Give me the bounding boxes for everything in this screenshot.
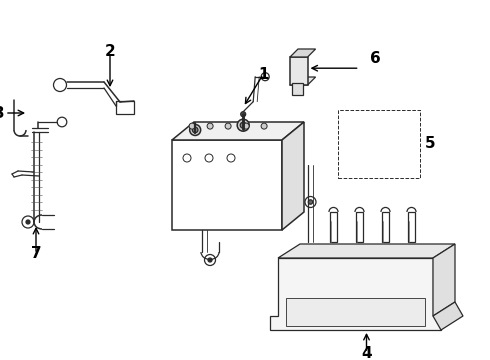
Circle shape [190,125,201,135]
Circle shape [241,112,245,117]
Text: 6: 6 [369,51,380,66]
Text: 3: 3 [0,105,5,121]
Polygon shape [282,122,304,230]
Circle shape [308,200,313,204]
Circle shape [208,258,212,262]
Bar [292,83,303,95]
Bar [338,110,420,178]
Bar [286,298,425,326]
Text: 5: 5 [425,136,436,152]
Circle shape [240,122,246,128]
Text: 4: 4 [361,346,372,360]
Bar [172,140,282,230]
Circle shape [261,123,267,129]
Bar [356,212,363,242]
Bar [330,212,337,242]
Bar [290,57,308,85]
Bar [116,101,134,114]
Polygon shape [270,258,441,330]
Bar [382,212,389,242]
Polygon shape [172,122,304,140]
Bar [408,212,415,242]
Polygon shape [433,302,463,330]
Circle shape [237,119,249,131]
Circle shape [243,123,249,129]
Polygon shape [278,244,455,258]
Text: 1: 1 [258,67,269,82]
Polygon shape [433,244,455,316]
Circle shape [26,220,30,224]
Polygon shape [290,49,316,57]
Circle shape [225,123,231,129]
Polygon shape [290,77,316,85]
Circle shape [207,123,213,129]
Circle shape [189,123,195,129]
Circle shape [193,127,198,133]
Text: 7: 7 [31,247,41,261]
Text: 2: 2 [105,45,115,59]
